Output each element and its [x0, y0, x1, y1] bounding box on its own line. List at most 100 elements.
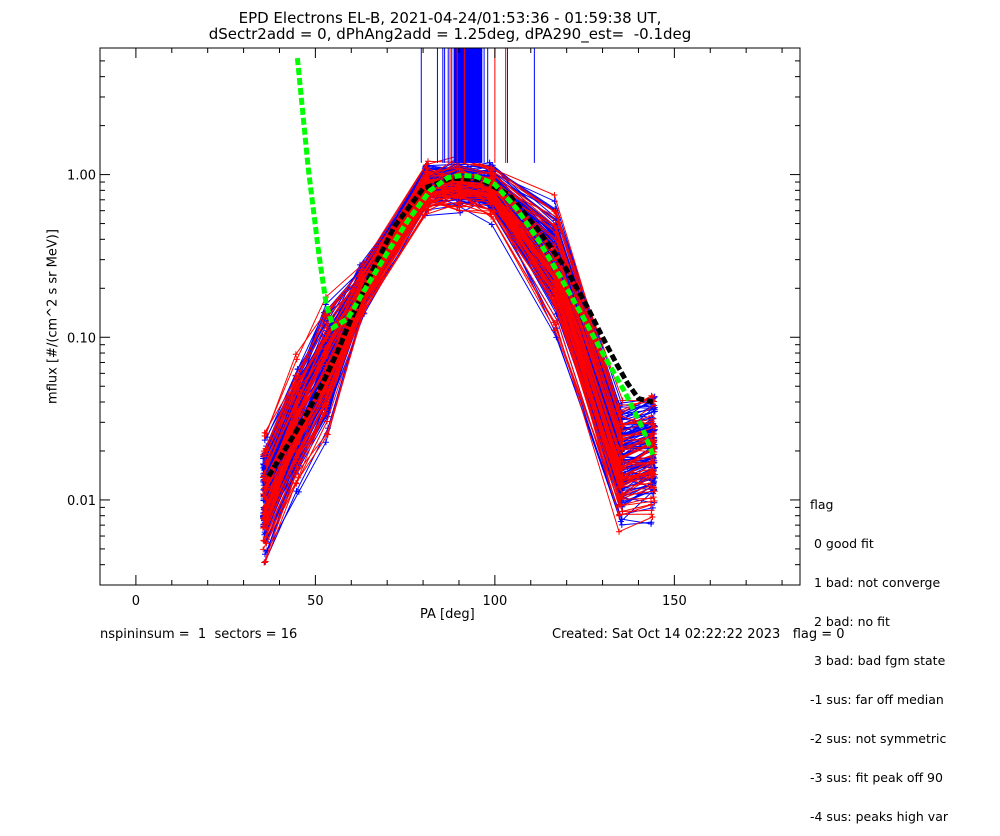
blue-series-point [293, 488, 300, 495]
red-series-point [551, 242, 558, 249]
legend-item: 3 bad: bad fgm state [810, 653, 946, 668]
legend-item: 1 bad: not converge [810, 575, 941, 590]
red-series-point [455, 200, 462, 207]
red-series-point [487, 211, 494, 218]
blue-series-point [618, 521, 625, 528]
red-series-point [619, 508, 626, 515]
x-tick-label: 50 [307, 594, 324, 609]
red-series-point [324, 324, 331, 331]
blue-series-point [552, 235, 559, 242]
y-tick-label: 0.01 [67, 494, 96, 509]
red-series-point [617, 428, 624, 435]
red-series-point [424, 158, 431, 165]
red-series-point [488, 165, 495, 172]
red-series-point [649, 393, 656, 400]
footer-left: nspininsum = 1 sectors = 16 [100, 627, 298, 642]
red-series-point [648, 474, 655, 481]
red-series-point [615, 476, 622, 483]
red-series-point [322, 409, 329, 416]
red-series-point [263, 461, 270, 468]
red-series-point [423, 161, 430, 168]
red-series-point [292, 458, 299, 465]
red-series-point [454, 162, 461, 169]
blue-series-point [488, 221, 495, 228]
red-series-point [292, 351, 299, 358]
red-series-point [651, 444, 658, 451]
red-series-point [648, 501, 655, 508]
red-series-point [263, 496, 270, 503]
red-series-point [650, 484, 657, 491]
legend-item: -3 sus: fit peak off 90 [810, 770, 943, 785]
red-series-point [425, 204, 432, 211]
red-series-trace [265, 171, 652, 478]
red-series-point [617, 483, 624, 490]
red-series-point [293, 356, 300, 363]
blue-series-point [650, 408, 657, 415]
red-series-point [456, 165, 463, 172]
red-series-point [260, 537, 267, 544]
red-series-point [616, 528, 623, 535]
red-series-trace [262, 186, 652, 519]
legend-item: 2 bad: no fit [810, 614, 890, 629]
flag-legend: flag 0 good fit 1 bad: not converge 2 ba… [810, 472, 948, 836]
red-series-point [552, 277, 559, 284]
red-series-point [648, 511, 655, 518]
red-series-point [554, 318, 561, 325]
blue-series-trace [264, 197, 652, 555]
y-tick-label: 1.00 [67, 169, 96, 184]
red-series-point [487, 201, 494, 208]
red-series-point [263, 504, 270, 511]
red-series-point [360, 305, 367, 312]
red-series-point [262, 445, 269, 452]
red-series-point [553, 303, 560, 310]
red-series-point [648, 432, 655, 439]
red-series-point [323, 418, 330, 425]
legend-title: flag [810, 497, 834, 512]
red-series-point [260, 515, 267, 522]
red-series-point [323, 394, 330, 401]
data-layer [259, 48, 658, 566]
red-series-point [296, 410, 303, 417]
x-tick-label: 0 [132, 594, 140, 609]
red-series-point [261, 485, 268, 492]
red-series-point [456, 207, 463, 214]
red-series-point [262, 453, 269, 460]
red-series-point [293, 398, 300, 405]
red-series-point [262, 474, 269, 481]
red-series-point [650, 494, 657, 501]
red-series-point [553, 225, 560, 232]
red-series-point [490, 171, 497, 178]
blue-series-point [553, 311, 560, 318]
blue-vertical-block [453, 48, 483, 163]
red-series-point [650, 415, 657, 422]
red-series-point [648, 418, 655, 425]
red-series-point [324, 332, 331, 339]
y-tick-label: 0.10 [67, 331, 96, 346]
green-fit-curve [294, 57, 656, 456]
red-series-point [617, 455, 624, 462]
red-series-point [619, 436, 626, 443]
red-series-point [261, 514, 268, 521]
red-series-point [619, 423, 626, 430]
red-series-trace [262, 196, 652, 550]
red-series-point [261, 538, 268, 545]
legend-item: -2 sus: not symmetric [810, 731, 947, 746]
y-axis-label: mflux [#/(cm^2 s sr MeV)] [45, 229, 61, 404]
red-series-point [551, 192, 558, 199]
red-series-point [323, 379, 330, 386]
x-tick-label: 150 [662, 594, 687, 609]
red-series-point [261, 559, 268, 566]
chart-title-line-1: EPD Electrons EL-B, 2021-04-24/01:53:36 … [238, 9, 662, 27]
blue-series-point [322, 439, 329, 446]
red-series-point [648, 459, 655, 466]
legend-item: 0 good fit [810, 536, 874, 551]
red-series-point [260, 493, 267, 500]
red-series-point [356, 275, 363, 282]
red-series-point [651, 498, 658, 505]
red-series-point [292, 372, 299, 379]
red-series-point [616, 494, 623, 501]
red-series-point [321, 345, 328, 352]
red-series-point [615, 408, 622, 415]
plot-frame [99, 47, 801, 586]
red-series-point [321, 401, 328, 408]
